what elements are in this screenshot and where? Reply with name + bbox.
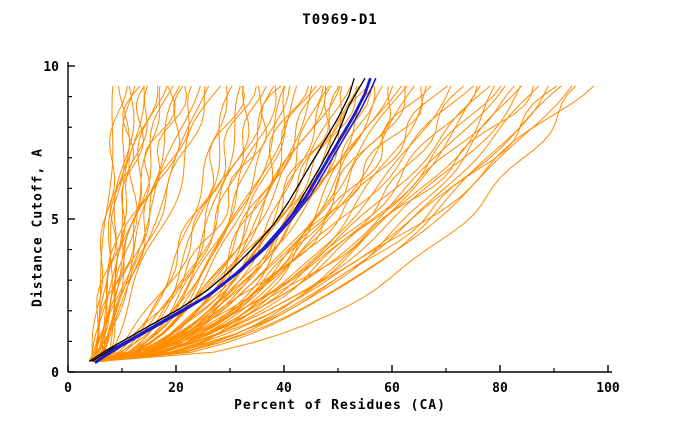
x-tick-label: 0 bbox=[64, 381, 72, 396]
ensemble-curve bbox=[99, 85, 313, 362]
ensemble-curve bbox=[103, 85, 310, 362]
ensemble-curve bbox=[93, 85, 595, 362]
ensemble-curve bbox=[91, 85, 148, 362]
blue-model-thick bbox=[94, 77, 372, 364]
y-tick-label: 10 bbox=[43, 60, 59, 75]
ensemble-curve bbox=[105, 85, 184, 362]
x-axis-label: Percent of Residues (CA) bbox=[234, 398, 446, 413]
ensemble-curve bbox=[100, 85, 506, 362]
ensemble-curve bbox=[93, 85, 286, 362]
ensemble-curve bbox=[92, 85, 245, 362]
ensemble-curve bbox=[101, 85, 341, 362]
ensemble-curve bbox=[100, 85, 145, 362]
ensemble-curve bbox=[97, 85, 317, 362]
black-model-1 bbox=[89, 78, 355, 362]
ensemble-curve bbox=[96, 85, 241, 362]
ensemble-curve bbox=[103, 85, 174, 362]
x-tick-label: 80 bbox=[492, 381, 508, 396]
ensemble-curve bbox=[95, 85, 502, 362]
ensemble-curve bbox=[98, 85, 424, 362]
ensemble-curve bbox=[99, 85, 415, 362]
x-tick-label: 40 bbox=[276, 381, 292, 396]
y-tick-label: 0 bbox=[51, 366, 59, 381]
ensemble-curve bbox=[94, 85, 540, 362]
ensemble-curve bbox=[95, 85, 496, 362]
ensemble-curve bbox=[92, 85, 206, 362]
chart-title: T0969-D1 bbox=[302, 12, 378, 28]
ensemble-curve bbox=[93, 85, 562, 362]
ensemble-curve bbox=[100, 85, 576, 362]
ensemble-curve bbox=[100, 85, 257, 362]
ensemble-curve bbox=[89, 85, 141, 362]
ensemble-curve bbox=[101, 85, 465, 362]
x-tick-label: 60 bbox=[384, 381, 400, 396]
ensemble-curve bbox=[91, 85, 128, 362]
ensemble-curve bbox=[93, 85, 475, 362]
ensemble-curve bbox=[88, 85, 201, 362]
blue-model-thin bbox=[94, 77, 377, 364]
x-tick-label: 100 bbox=[596, 381, 620, 396]
ensemble-curve bbox=[106, 85, 221, 362]
ensemble-curve bbox=[98, 85, 233, 362]
ensemble-curve bbox=[101, 85, 408, 362]
ensemble-curve bbox=[96, 85, 250, 362]
ensemble-curve bbox=[90, 85, 176, 362]
x-tick-label: 20 bbox=[168, 381, 184, 396]
ensemble-curve bbox=[101, 85, 515, 362]
ensemble-curve bbox=[101, 85, 491, 362]
ensemble-curve bbox=[92, 85, 534, 362]
ensemble-curve bbox=[99, 85, 402, 362]
ensemble-curve bbox=[95, 85, 573, 362]
ensemble-curve bbox=[93, 85, 330, 362]
ensemble-curve bbox=[91, 85, 282, 362]
ensemble-curve bbox=[100, 85, 210, 362]
ensemble-curve bbox=[94, 85, 406, 362]
y-tick-label: 5 bbox=[51, 213, 59, 228]
ensemble-curve bbox=[92, 85, 145, 362]
ensemble-curve bbox=[96, 85, 192, 362]
